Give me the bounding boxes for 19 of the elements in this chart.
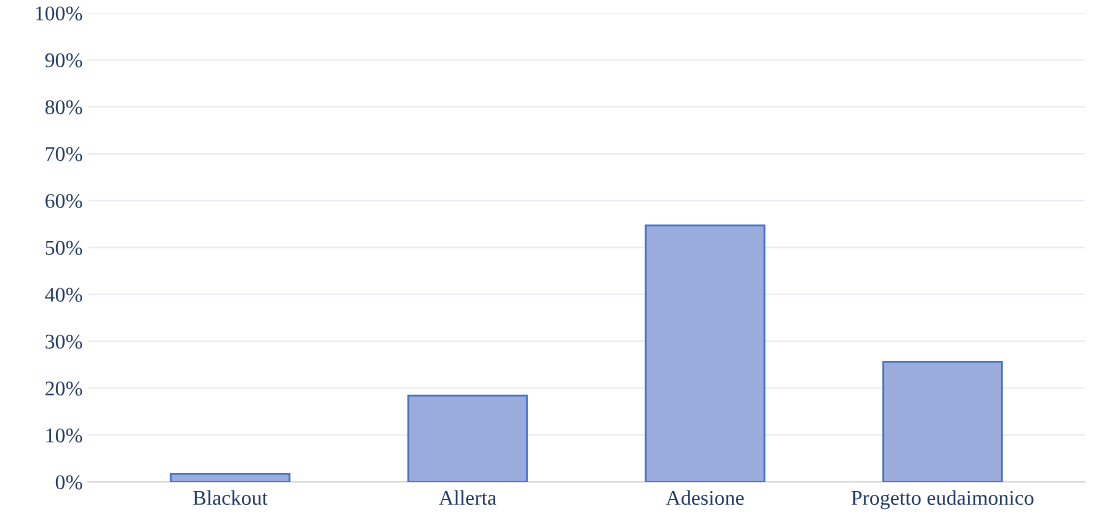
y-tick-label: 60% [45,193,83,209]
x-tick-label: Blackout [193,490,268,505]
y-tick-label: 50% [45,240,83,255]
y-tick-label: 0% [55,475,83,490]
y-tick-label: 20% [45,381,83,396]
bar [169,473,291,482]
x-tick-label: Adesione [665,490,744,505]
y-tick-label: 80% [45,100,83,115]
bar [882,360,1003,482]
y-tick-label: 30% [45,334,83,349]
y-tick-label: 70% [46,147,83,162]
y-tick-label: 40% [45,287,83,302]
bar [644,224,766,482]
bar [407,394,528,482]
x-tick-label: Progetto eudaimonico [851,490,1034,510]
x-tick-label: Allerta [438,490,497,505]
y-tick-label: 10% [46,428,83,443]
y-tick-label: 100% [36,6,83,21]
y-tick-label: 90% [45,53,83,68]
